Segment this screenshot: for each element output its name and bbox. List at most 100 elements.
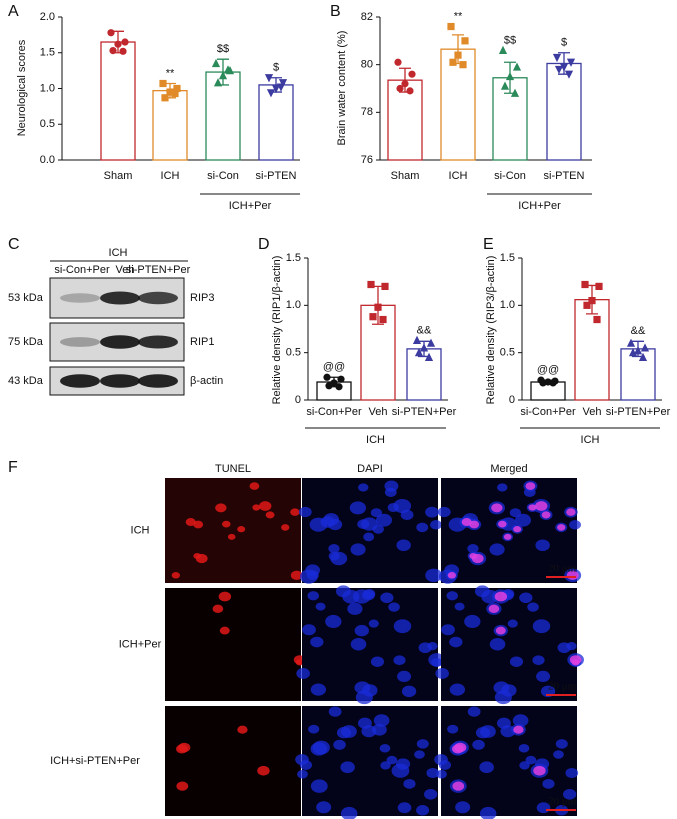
data-point [114, 40, 122, 48]
data-point [374, 303, 382, 311]
annotation: $ [273, 62, 279, 74]
nucleus [315, 602, 326, 611]
tunel-signal [557, 524, 566, 531]
bar [574, 299, 610, 401]
nucleus [416, 739, 429, 749]
nucleus [401, 685, 417, 698]
data-point [449, 58, 457, 66]
data-point [628, 348, 638, 357]
tunel-signal [249, 482, 260, 490]
tunel-signal [498, 520, 507, 528]
nucleus [493, 681, 510, 695]
data-point [593, 315, 601, 324]
lane-label: Veh [116, 264, 135, 276]
nucleus [386, 755, 398, 765]
nucleus [295, 754, 309, 766]
nucleus [357, 519, 370, 529]
nucleus [555, 739, 568, 749]
nucleus [350, 637, 367, 651]
tunel-signal [469, 520, 480, 529]
nucleus [325, 614, 342, 628]
data-point [447, 22, 455, 31]
tunel-signal [503, 533, 512, 540]
nucleus [328, 706, 342, 717]
nucleus [323, 513, 340, 526]
y-axis-label: Relative density (RIP1/β-actin) [271, 256, 283, 405]
data-point [626, 338, 636, 347]
nucleus [431, 657, 443, 667]
tunel-signal [281, 524, 290, 531]
nucleus [414, 750, 425, 759]
nucleus [347, 602, 363, 615]
bar [387, 79, 423, 161]
tunel-signal [541, 511, 551, 519]
y-tick-label: 0.5 [500, 347, 515, 359]
bar [620, 348, 656, 401]
tunel-signal [218, 591, 232, 602]
nucleus [310, 683, 327, 696]
tunel-signal [212, 604, 224, 613]
nucleus [416, 522, 429, 533]
nucleus [525, 755, 537, 765]
y-tick-label: 1.0 [40, 82, 55, 94]
data-point [159, 79, 167, 88]
tunel-signal [195, 553, 208, 564]
bar [440, 48, 476, 161]
blot-band [138, 291, 178, 305]
micrograph [165, 706, 301, 816]
nucleus [395, 758, 411, 770]
nucleus [434, 754, 448, 766]
nucleus [340, 806, 358, 819]
nucleus [527, 602, 539, 612]
nucleus [370, 656, 385, 667]
nucleus [370, 508, 383, 518]
data-point [640, 343, 650, 352]
data-point [512, 62, 522, 71]
data-point [552, 53, 562, 63]
nucleus [307, 591, 320, 601]
nucleus [536, 670, 551, 683]
data-point [419, 343, 429, 352]
tunel-signal [533, 765, 546, 776]
nucleus [308, 724, 320, 734]
tunel-signal [290, 570, 303, 580]
nucleus [298, 506, 312, 518]
nucleus [340, 761, 355, 774]
data-point [510, 88, 520, 97]
nucleus [449, 683, 466, 696]
nucleus [479, 761, 494, 774]
data-point [454, 51, 462, 59]
scale-label: 20 μm [548, 796, 577, 808]
x-tick-label: Sham [104, 170, 133, 182]
tunel-signal [525, 482, 536, 490]
data-point [461, 37, 469, 45]
nucleus [467, 706, 481, 717]
panel-letter: A [8, 3, 19, 20]
nucleus [388, 602, 400, 612]
nucleus [441, 624, 455, 636]
nucleus [330, 551, 348, 566]
scale-label: 20 μm [548, 681, 577, 693]
nucleus [489, 637, 506, 651]
nucleus [532, 619, 551, 634]
tunel-signal [193, 520, 204, 529]
blot-band [138, 335, 178, 349]
tunel-signal [290, 508, 300, 516]
nucleus [384, 487, 397, 497]
nucleus [358, 483, 369, 492]
tunel-signal [513, 725, 524, 734]
blot-size: 53 kDa [8, 292, 44, 304]
annotation: ** [454, 10, 463, 22]
data-point [500, 81, 510, 90]
nucleus [497, 483, 508, 492]
data-point [119, 47, 127, 55]
nucleus [328, 544, 340, 554]
tunel-signal [454, 742, 467, 753]
bar [492, 77, 528, 161]
data-point [369, 313, 377, 321]
blot-protein: RIP3 [190, 292, 214, 304]
data-point [223, 65, 233, 74]
nucleus [565, 767, 579, 779]
y-tick-label: 1.5 [286, 252, 301, 264]
bar [152, 89, 188, 161]
